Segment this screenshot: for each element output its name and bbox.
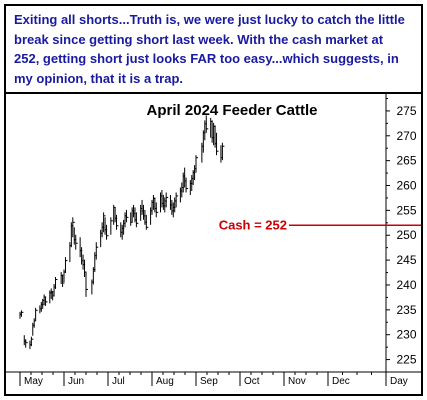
price-tick-label: 245	[396, 253, 416, 267]
date-axis: May Jun Jul Aug Sep Oct Nov Dec Day	[19, 372, 408, 387]
price-axis: 225 230 235 240 245 250 255 260 265 270 275	[386, 97, 417, 367]
date-tick-label: Aug	[156, 376, 174, 387]
date-tick-label: May	[24, 376, 43, 387]
date-tick-label: Jun	[68, 376, 84, 387]
date-tick-label: Nov	[288, 376, 306, 387]
price-bars	[19, 115, 225, 350]
price-tick-label: 230	[396, 328, 416, 342]
date-tick-label: Jul	[112, 376, 125, 387]
commentary-text: Exiting all shorts...Truth is, we were j…	[14, 12, 405, 86]
date-tick-label: Oct	[244, 376, 260, 387]
price-tick-label: 260	[396, 179, 416, 193]
price-tick-label: 250	[396, 228, 416, 242]
price-tick-label: 240	[396, 278, 416, 292]
price-tick-label: 265	[396, 154, 416, 168]
date-tick-label: Dec	[332, 376, 350, 387]
price-tick-label: 255	[396, 203, 416, 217]
commentary-divider	[4, 92, 423, 94]
date-tick-label: Day	[390, 376, 408, 387]
price-tick-label: 275	[396, 104, 416, 118]
price-tick-label: 270	[396, 129, 416, 143]
date-tick-label: Sep	[200, 376, 218, 387]
price-tick-label: 235	[396, 303, 416, 317]
chart-frame	[4, 4, 423, 396]
chart-title: April 2024 Feeder Cattle	[147, 102, 318, 119]
cash-price-label: Cash = 252	[219, 217, 287, 232]
price-tick-label: 225	[396, 353, 416, 367]
